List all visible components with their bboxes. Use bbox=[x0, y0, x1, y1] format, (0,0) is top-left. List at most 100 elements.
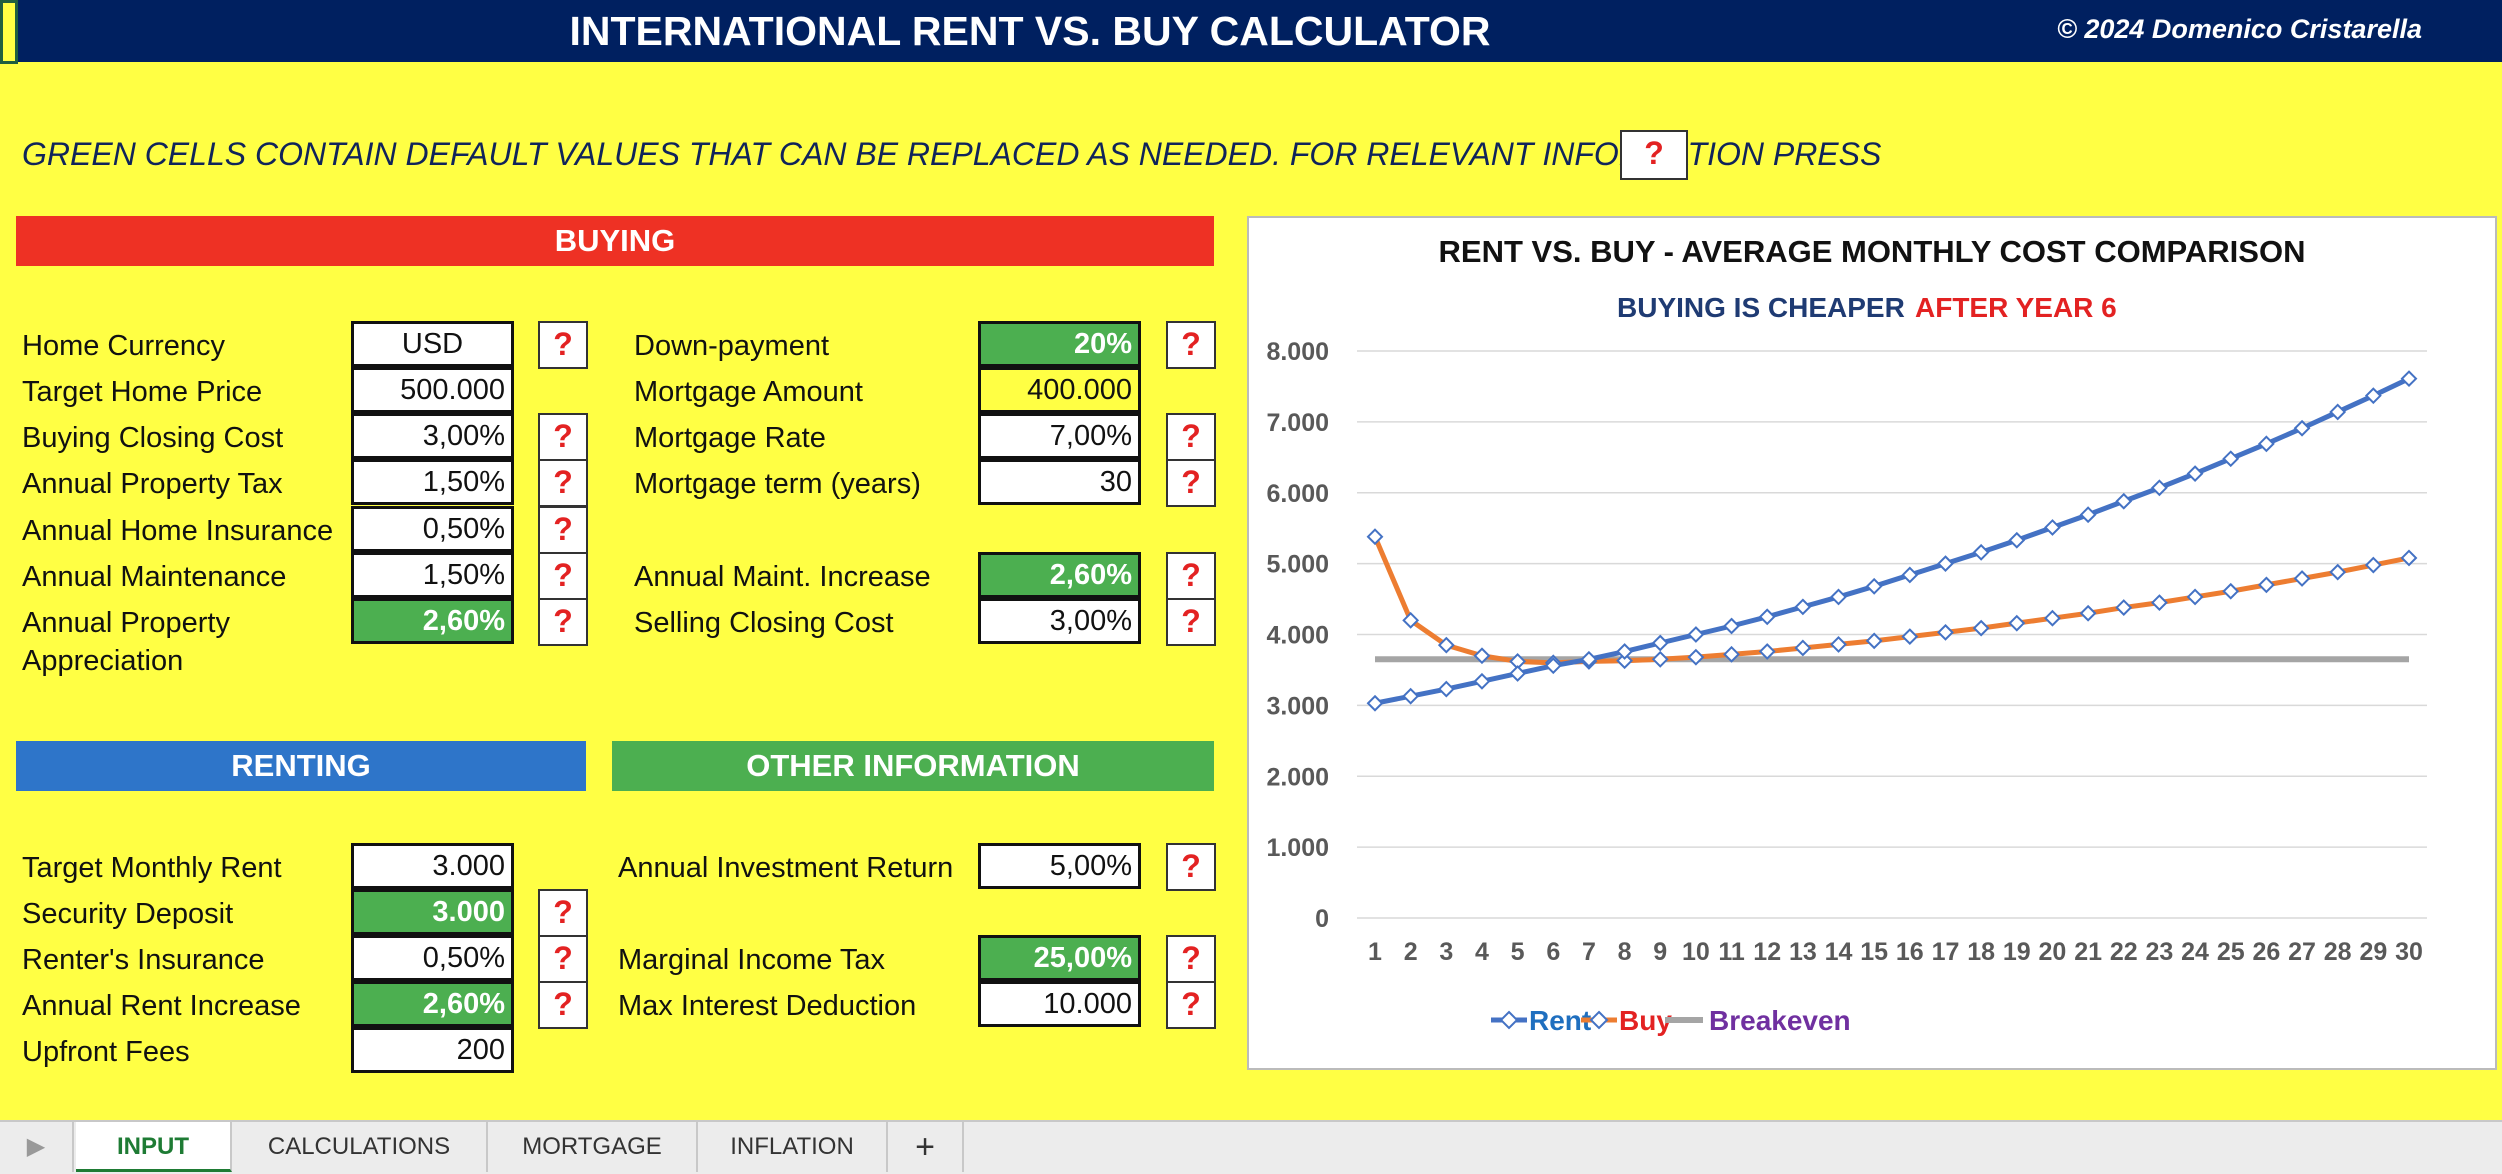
section-header-buying: BUYING bbox=[16, 216, 1214, 266]
help-button-max-interest-deduction[interactable]: ? bbox=[1166, 981, 1216, 1029]
data-point-buy bbox=[2186, 588, 2204, 606]
data-point-buy bbox=[1366, 528, 1384, 546]
help-button-selling-closing-cost[interactable]: ? bbox=[1166, 598, 1216, 646]
data-point-buy bbox=[1723, 645, 1740, 663]
input-annual-maintenance[interactable]: 1,50% bbox=[351, 552, 514, 598]
legend-marker-buy bbox=[1589, 1010, 1609, 1030]
label-down-payment: Down-payment bbox=[634, 330, 830, 362]
input-down-payment[interactable]: 20% bbox=[978, 321, 1141, 367]
data-point-buy bbox=[2293, 570, 2311, 587]
x-tick-label: 5 bbox=[1511, 938, 1525, 966]
data-point-rent bbox=[1830, 588, 1847, 606]
input-mortgage-rate[interactable]: 7,00% bbox=[978, 413, 1141, 459]
help-button-mortgage-term[interactable]: ? bbox=[1166, 459, 1216, 507]
help-button-annual-investment-return[interactable]: ? bbox=[1166, 843, 1216, 891]
chart-panel[interactable]: RENT VS. BUY - AVERAGE MONTHLY COST COMP… bbox=[1247, 216, 2497, 1070]
x-tick-label: 26 bbox=[2252, 938, 2280, 966]
label-target-home-price: Target Home Price bbox=[22, 376, 263, 408]
data-point-buy bbox=[1758, 643, 1776, 660]
label-annual-maintenance: Annual Maintenance bbox=[22, 561, 287, 593]
legend-label-rent: Rent bbox=[1529, 1005, 1591, 1036]
data-point-rent bbox=[1794, 598, 1812, 616]
data-point-buy bbox=[2150, 594, 2168, 612]
help-button-annual-maint-increase[interactable]: ? bbox=[1166, 552, 1216, 600]
chart-subtitle-cheaper: BUYING IS CHEAPER bbox=[1617, 292, 1905, 323]
help-button-annual-property-appreciation[interactable]: ? bbox=[538, 598, 588, 646]
chart-title: RENT VS. BUY - AVERAGE MONTHLY COST COMP… bbox=[1438, 234, 2306, 269]
input-mortgage-term[interactable]: 30 bbox=[978, 459, 1141, 505]
instructions-text: GREEN CELLS CONTAIN DEFAULT VALUES THAT … bbox=[22, 136, 1882, 172]
add-sheet-button[interactable]: + bbox=[888, 1122, 964, 1172]
help-button-annual-property-tax[interactable]: ? bbox=[538, 459, 588, 507]
y-tick-label: 2.000 bbox=[1266, 763, 1329, 791]
data-point-buy bbox=[1937, 623, 1954, 641]
label-mortgage-amount: Mortgage Amount bbox=[634, 376, 863, 408]
x-tick-label: 10 bbox=[1682, 938, 1710, 966]
help-button-mortgage-rate[interactable]: ? bbox=[1166, 413, 1216, 461]
input-annual-maint-increase[interactable]: 2,60% bbox=[978, 552, 1141, 598]
label-renters-insurance: Renter's Insurance bbox=[22, 944, 265, 976]
section-header-renting: RENTING bbox=[16, 741, 586, 791]
tab-inflation[interactable]: INFLATION bbox=[698, 1122, 888, 1172]
page-title: INTERNATIONAL RENT VS. BUY CALCULATOR bbox=[569, 8, 1491, 54]
input-annual-property-appreciation[interactable]: 2,60% bbox=[351, 598, 514, 644]
help-button-annual-maintenance[interactable]: ? bbox=[538, 552, 588, 600]
tab-mortgage[interactable]: MORTGAGE bbox=[488, 1122, 698, 1172]
input-target-home-price[interactable]: 500.000 bbox=[351, 367, 514, 413]
data-point-rent bbox=[2400, 370, 2418, 388]
data-point-buy bbox=[2008, 614, 2026, 632]
x-tick-label: 6 bbox=[1546, 938, 1560, 966]
help-button-annual-home-insurance[interactable]: ? bbox=[538, 506, 588, 554]
data-point-rent bbox=[1651, 634, 1669, 652]
tab-calculations[interactable]: CALCULATIONS bbox=[232, 1122, 488, 1172]
input-buying-closing-cost[interactable]: 3,00% bbox=[351, 413, 514, 459]
x-tick-label: 24 bbox=[2181, 938, 2209, 966]
help-button-annual-rent-increase[interactable]: ? bbox=[538, 981, 588, 1029]
chart-plot: 0 1.000 2.000 3.000 4.000 5.000 6.000 7.000 8.00… bbox=[1266, 338, 2427, 1036]
label-mortgage-rate: Mortgage Rate bbox=[634, 422, 826, 454]
input-target-monthly-rent[interactable]: 3.000 bbox=[351, 843, 514, 889]
data-point-buy bbox=[1687, 648, 1705, 666]
x-tick-label: 18 bbox=[1967, 938, 1995, 966]
input-annual-rent-increase[interactable]: 2,60% bbox=[351, 981, 514, 1027]
data-point-rent bbox=[2115, 492, 2133, 510]
x-tick-label: 3 bbox=[1439, 938, 1453, 966]
x-tick-label: 13 bbox=[1789, 938, 1817, 966]
x-tick-label: 22 bbox=[2110, 938, 2138, 966]
input-annual-property-tax[interactable]: 1,50% bbox=[351, 459, 514, 505]
tab-input[interactable]: INPUT bbox=[76, 1122, 232, 1172]
help-button-renters-insurance[interactable]: ? bbox=[538, 935, 588, 983]
help-button-marginal-income-tax[interactable]: ? bbox=[1166, 935, 1216, 983]
y-tick-label: 5.000 bbox=[1266, 551, 1329, 579]
input-upfront-fees[interactable]: 200 bbox=[351, 1027, 514, 1073]
input-annual-home-insurance[interactable]: 0,50% bbox=[351, 506, 514, 552]
input-security-deposit[interactable]: 3.000 bbox=[351, 889, 514, 935]
help-button-home-currency[interactable]: ? bbox=[538, 321, 588, 369]
data-point-rent bbox=[1366, 694, 1384, 712]
x-tick-label: 11 bbox=[1718, 938, 1745, 966]
label-marginal-income-tax: Marginal Income Tax bbox=[618, 944, 886, 976]
x-tick-label: 29 bbox=[2359, 938, 2387, 966]
data-point-rent bbox=[2364, 387, 2382, 405]
data-point-rent bbox=[1616, 643, 1634, 660]
help-button-down-payment[interactable]: ? bbox=[1166, 321, 1216, 369]
input-home-currency[interactable]: USD bbox=[351, 321, 514, 367]
input-max-interest-deduction[interactable]: 10.000 bbox=[978, 981, 1141, 1027]
label-target-monthly-rent: Target Monthly Rent bbox=[22, 852, 282, 884]
help-button-buying-closing-cost[interactable]: ? bbox=[538, 413, 588, 461]
data-point-rent bbox=[2150, 479, 2168, 497]
label-home-currency: Home Currency bbox=[22, 330, 226, 362]
selected-cell-marker[interactable] bbox=[0, 0, 18, 64]
data-point-rent bbox=[1509, 665, 1527, 682]
label-annual-property-appreciation-1: Annual Property bbox=[22, 607, 230, 639]
tab-scroll-arrow-icon[interactable]: ▶ bbox=[0, 1122, 74, 1172]
data-point-rent bbox=[2044, 519, 2061, 536]
input-annual-investment-return[interactable]: 5,00% bbox=[978, 843, 1141, 889]
input-marginal-income-tax[interactable]: 25,00% bbox=[978, 935, 1141, 981]
x-tick-label: 28 bbox=[2324, 938, 2352, 966]
series-line-rent bbox=[1374, 376, 2411, 706]
input-renters-insurance[interactable]: 0,50% bbox=[351, 935, 514, 981]
input-selling-closing-cost[interactable]: 3,00% bbox=[978, 598, 1141, 644]
help-button-security-deposit[interactable]: ? bbox=[538, 889, 588, 937]
help-button-instructions[interactable]: ? bbox=[1620, 130, 1688, 180]
